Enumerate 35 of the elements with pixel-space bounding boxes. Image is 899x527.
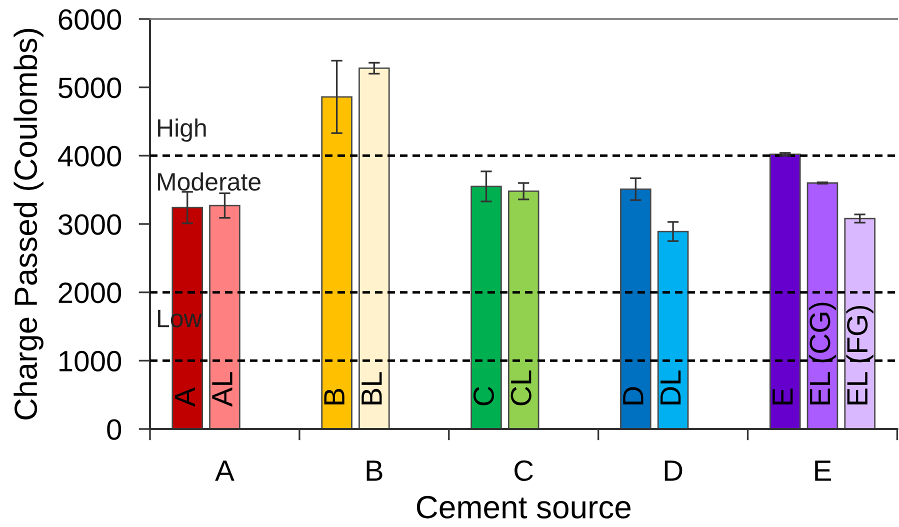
data-label: DL (660, 370, 681, 404)
bar (657, 230, 689, 429)
x-tick-label: B (366, 460, 382, 481)
bar (844, 218, 876, 429)
y-tick-label: 1000 (60, 350, 122, 372)
bar (358, 68, 390, 429)
bar (508, 190, 540, 429)
y-tick-label: 2000 (58, 282, 122, 304)
data-label: CL (510, 370, 532, 406)
data-label: B (324, 388, 344, 404)
bar (769, 154, 801, 429)
x-axis-title: Cement source (416, 496, 630, 519)
y-tick-label: 6000 (58, 9, 122, 30)
y-tick-label: 4000 (58, 146, 122, 167)
x-tick-label: D (664, 460, 682, 481)
y-tick-label: 5000 (58, 78, 122, 98)
data-label: D (623, 387, 644, 404)
y-tick-label: 0 (107, 419, 122, 440)
bar (620, 188, 652, 429)
data-label: E (772, 388, 793, 404)
data-label: BL (362, 372, 382, 404)
annotation: Moderate (158, 172, 260, 191)
y-axis-title: Charge Passed (Coulombs) (14, 28, 44, 420)
bar (470, 186, 502, 429)
x-tick-label: A (215, 460, 234, 481)
bar (209, 204, 240, 429)
data-label: A (174, 387, 195, 407)
data-label: C (473, 386, 494, 406)
y-tick-label: 3000 (58, 214, 122, 235)
x-tick-label: C (514, 460, 534, 481)
x-tick-label: E (815, 460, 831, 481)
data-label: AL (212, 372, 232, 407)
bar (321, 96, 352, 429)
bar (806, 182, 838, 429)
annotation: High (158, 118, 206, 142)
